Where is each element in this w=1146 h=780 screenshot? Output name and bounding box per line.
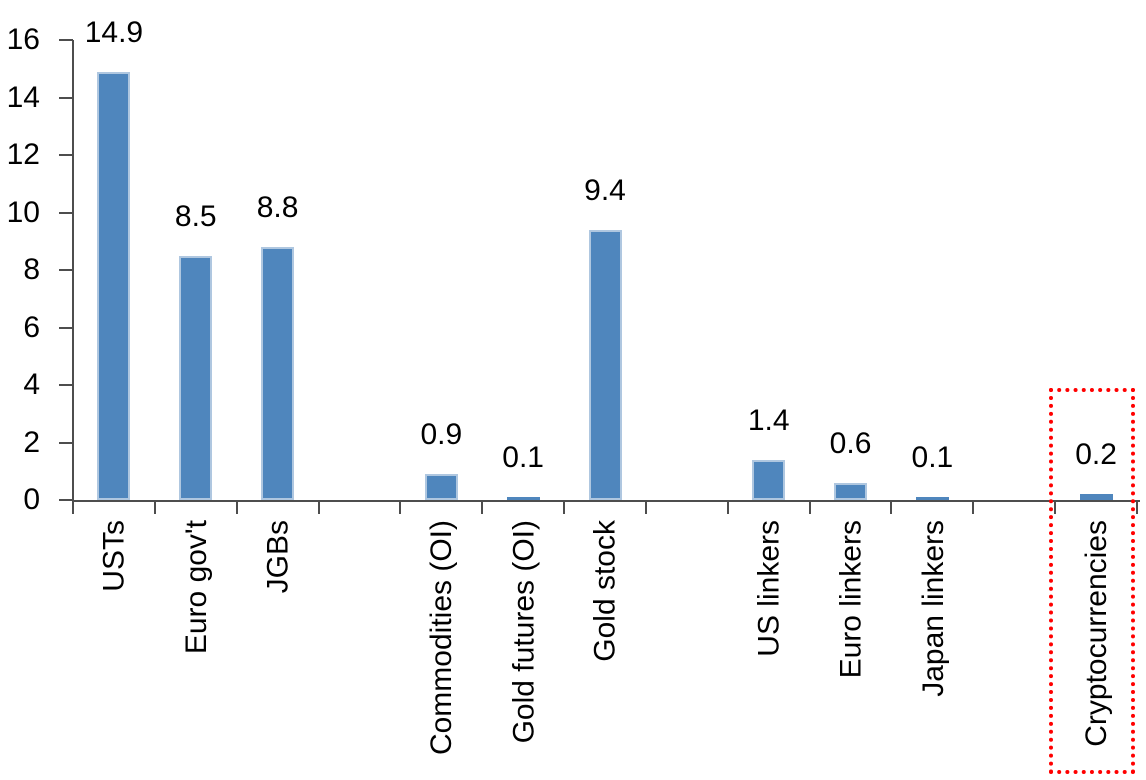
y-tick-label: 4 (23, 368, 40, 401)
y-tick-label: 6 (23, 310, 40, 344)
x-tick (1136, 500, 1138, 514)
bar-euro-gov-t (179, 255, 213, 500)
y-tick (59, 211, 73, 214)
bar-jgbs (261, 247, 295, 500)
bar-label-commodities-oi: 0.9 (420, 418, 463, 452)
y-tick-label: 16 (6, 23, 40, 56)
bar-label-gold-stock: 9.4 (584, 173, 626, 207)
x-tick (1054, 500, 1057, 514)
category-label-euro-gov-t: Euro gov't (179, 520, 213, 655)
y-tick-label: 2 (23, 425, 40, 459)
bar-label-japan-linkers: 0.1 (911, 441, 954, 474)
y-axis-line (72, 40, 74, 512)
bar-label-cryptocurrencies: 0.2 (1075, 438, 1117, 472)
y-tick-label: 14 (6, 80, 40, 114)
x-tick (399, 500, 402, 514)
x-tick (808, 500, 811, 514)
bar-label-euro-linkers: 0.6 (829, 426, 872, 460)
category-label-euro-linkers: Euro linkers (834, 520, 868, 679)
y-tick (59, 154, 73, 156)
y-tick (59, 269, 73, 271)
bar-label-euro-gov-t: 8.5 (174, 199, 217, 233)
highlight-box (1049, 388, 1136, 774)
bar-label-usts: 14.9 (84, 15, 144, 49)
x-tick (72, 500, 74, 514)
x-tick (972, 500, 975, 514)
y-tick (59, 384, 73, 386)
y-tick-label: 10 (6, 195, 40, 229)
x-tick (644, 500, 647, 514)
bar-label-gold-futures-oi: 0.1 (502, 441, 544, 474)
x-axis-line (73, 500, 1140, 502)
bar-label-jgbs: 8.8 (256, 191, 299, 224)
y-tick (59, 499, 73, 501)
category-label-us-linkers: US linkers (752, 520, 786, 657)
y-tick-label: 8 (23, 253, 40, 286)
category-label-usts: USTs (97, 520, 131, 592)
y-tick (59, 96, 73, 99)
y-tick (59, 441, 73, 444)
x-tick (890, 500, 893, 514)
category-label-japan-linkers: Japan linkers (916, 520, 950, 697)
x-tick (726, 500, 729, 514)
y-tick-label: 12 (6, 138, 40, 171)
x-tick (317, 500, 320, 514)
category-label-commodities-oi: Commodities (OI) (425, 520, 459, 756)
x-tick (153, 500, 156, 514)
bar-japan-linkers (915, 497, 949, 500)
bar-usts (97, 71, 131, 500)
x-tick (481, 500, 484, 514)
category-label-gold-futures-oi: Gold futures (OI) (507, 520, 541, 744)
bar-gold-futures-oi (506, 497, 540, 500)
bar-us-linkers (752, 459, 786, 500)
bar-cryptocurrencies (1079, 494, 1113, 500)
x-tick (235, 500, 238, 514)
y-tick-label: 0 (23, 483, 40, 516)
x-tick (563, 500, 566, 514)
bar-gold-stock (588, 229, 622, 500)
category-label-jgbs: JGBs (261, 520, 295, 594)
bar-label-us-linkers: 1.4 (747, 403, 790, 437)
y-tick (59, 39, 73, 41)
bar-commodities-oi (424, 474, 458, 500)
category-label-gold-stock: Gold stock (589, 520, 622, 662)
bar-euro-linkers (834, 482, 868, 500)
y-tick (59, 326, 73, 329)
